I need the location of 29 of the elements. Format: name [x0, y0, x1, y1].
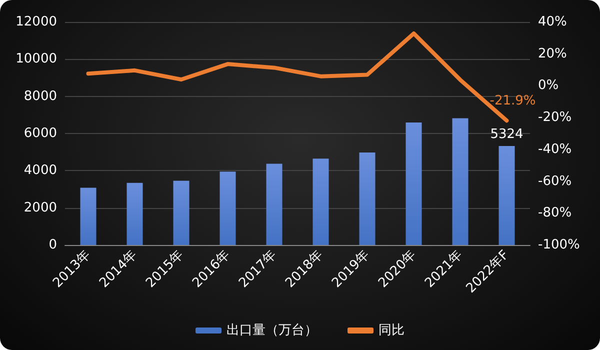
y2-tick-label: 0%: [538, 78, 559, 94]
y2-tick-label: -20%: [538, 110, 572, 126]
y2-tick-label: 40%: [538, 14, 567, 30]
bar: [126, 182, 143, 245]
data-label: -21.9%: [490, 94, 536, 109]
data-label: 5324: [490, 127, 524, 142]
bar: [220, 172, 236, 245]
y-tick-label: 2000: [24, 200, 57, 216]
bar: [498, 146, 515, 245]
bar: [406, 122, 422, 245]
y-tick-label: 4000: [24, 163, 57, 178]
legend-label: 出口量（万台）: [226, 323, 318, 338]
bar: [359, 152, 376, 245]
bar: [312, 158, 329, 245]
bar: [80, 188, 96, 245]
legend-label: 同比: [378, 323, 404, 338]
y-tick-label: 10000: [16, 52, 57, 67]
y2-tick-label: -80%: [538, 206, 572, 221]
y2-tick-label: -60%: [538, 174, 572, 189]
y2-tick-label: -40%: [538, 142, 572, 157]
bar: [173, 180, 190, 245]
bar: [452, 118, 468, 245]
y-tick-label: 0: [48, 238, 57, 252]
y2-tick-label: 20%: [538, 46, 567, 62]
y2-tick-label: -100%: [538, 238, 580, 252]
bar: [266, 164, 282, 245]
y-tick-label: 6000: [24, 126, 57, 141]
y-tick-label: 8000: [24, 88, 57, 104]
y-tick-label: 12000: [16, 14, 57, 30]
